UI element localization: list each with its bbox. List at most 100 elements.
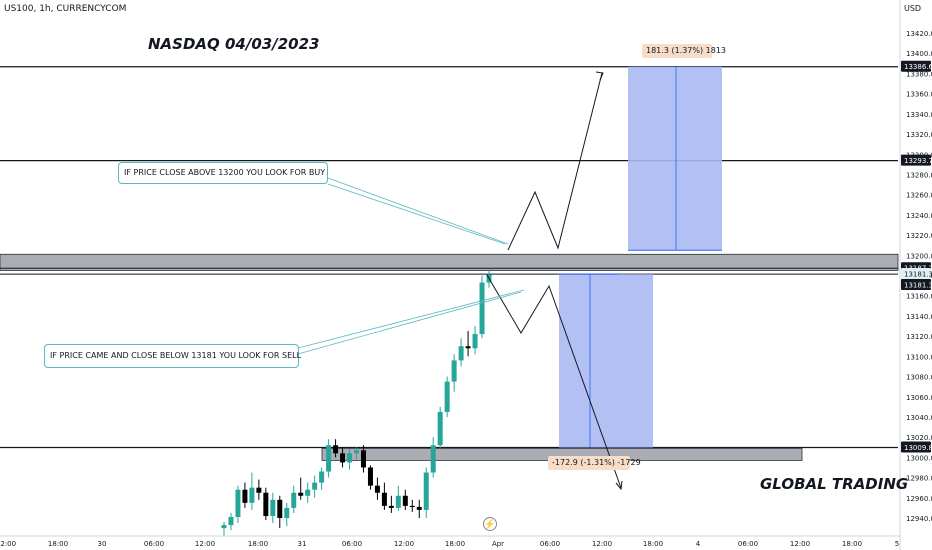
y-tick-label: 13140.0 <box>906 313 932 321</box>
y-tick-label: 13160.0 <box>906 293 932 301</box>
x-tick-label: 12:00 <box>195 540 215 548</box>
y-tick-label: 12940.0 <box>906 515 932 523</box>
price-tag-label: 13181.3 <box>904 271 932 279</box>
candle-body <box>249 487 255 503</box>
price-tag <box>901 154 931 166</box>
y-tick-label: 13060.0 <box>906 394 932 402</box>
y-tick-label: 13080.0 <box>906 374 932 382</box>
x-tick-label: 06:00 <box>144 540 164 548</box>
price-tag-label: 13386.6 <box>904 63 932 71</box>
candle-body <box>444 381 450 412</box>
candle-body <box>458 346 464 361</box>
y-tick-label: 13260.0 <box>906 192 932 200</box>
sell-callout-text: IF PRICE CAME AND CLOSE BELOW 13181 YOU … <box>50 351 302 360</box>
candle-body <box>242 489 248 503</box>
x-tick-label: 18:00 <box>48 540 68 548</box>
projection-paths <box>297 71 623 491</box>
candle-body <box>333 445 339 454</box>
candle-body <box>263 492 269 516</box>
symbol-label: US100, 1h, CURRENCYCOM <box>4 4 127 14</box>
long-target-text: 181.3 (1.37%) 1813 <box>646 46 727 55</box>
candle-body <box>472 334 478 349</box>
x-tick-label: 12:00 <box>790 540 810 548</box>
sell-projection <box>486 274 622 489</box>
candle-body <box>416 506 422 510</box>
brand-label: GLOBAL TRADING <box>760 475 909 493</box>
candle-body <box>367 467 373 486</box>
currency-label: USD <box>904 4 922 13</box>
y-tick-label: 13360.0 <box>906 91 932 99</box>
price-tag <box>901 268 931 279</box>
horizontal-levels <box>0 66 899 461</box>
x-tick-label: 06:00 <box>738 540 758 548</box>
sell-callout-pointer <box>297 289 525 349</box>
y-tick-label: 13320.0 <box>906 131 932 139</box>
candle-body <box>277 499 283 518</box>
candle-body <box>228 516 234 526</box>
candle-body <box>423 472 429 510</box>
candle-body <box>312 482 318 490</box>
y-tick-label: 13120.0 <box>906 333 932 341</box>
x-tick-label: 06:00 <box>342 540 362 548</box>
y-tick-label: 13200.0 <box>906 252 932 260</box>
candle-body <box>319 471 325 483</box>
x-tick-label: 4 <box>696 540 701 548</box>
x-tick-label: 30 <box>98 540 107 548</box>
x-tick-label: 5 <box>895 540 899 548</box>
candle-body <box>388 505 394 508</box>
candle-body <box>305 489 311 496</box>
price-tag <box>901 441 931 453</box>
y-tick-label: 13020.0 <box>906 434 932 442</box>
x-tick-label: 12:00 <box>0 540 16 548</box>
buy-callout-text: IF PRICE CLOSE ABOVE 13200 YOU LOOK FOR … <box>124 168 326 177</box>
short-box <box>559 274 653 448</box>
x-tick-label: 12:00 <box>394 540 414 548</box>
candle-body <box>347 453 353 463</box>
candle-body <box>479 282 485 335</box>
sell-callout-pointer <box>297 291 522 355</box>
candle-body <box>298 492 304 496</box>
long-target-tag: 181.3 (1.37%) 1813 <box>642 44 726 58</box>
y-tick-label: 13220.0 <box>906 232 932 240</box>
zone-0 <box>0 253 899 271</box>
x-tick-label: 31 <box>298 540 307 548</box>
candle-body <box>381 492 387 506</box>
x-tick-label: Apr <box>492 540 504 548</box>
buy-arrowhead <box>595 71 604 81</box>
x-tick-label: 06:00 <box>540 540 560 548</box>
candle-body <box>235 489 241 517</box>
candle-body <box>326 445 332 472</box>
candle-body <box>284 507 290 518</box>
x-tick-label: 18:00 <box>248 540 268 548</box>
candles <box>221 269 492 537</box>
candle-body <box>437 411 443 446</box>
x-tick-label: 18:00 <box>445 540 465 548</box>
y-tick-label: 13280.0 <box>906 171 932 179</box>
lightning-icon[interactable]: ⚡ <box>483 517 497 531</box>
candle-body <box>465 346 471 349</box>
price-tag <box>901 60 931 72</box>
time-axis: 12:00 18:00 30 06:00 12:00 18:00 31 06:00 12:00 1… <box>0 535 900 548</box>
chart-title: NASDAQ 04/03/2023 <box>148 35 320 53</box>
candle-body <box>256 487 262 493</box>
buy-callout-pointer <box>327 183 506 245</box>
y-tick-label: 13420.0 <box>906 30 932 38</box>
sell-arrowhead <box>615 480 623 491</box>
y-tick-label: 13000.0 <box>906 454 932 462</box>
target-boxes <box>559 66 722 448</box>
x-tick-label: 12:00 <box>592 540 612 548</box>
sell-callout: IF PRICE CAME AND CLOSE BELOW 13181 YOU … <box>44 344 302 368</box>
price-tag-label: 13293.7 <box>904 157 932 165</box>
candle-body <box>374 485 380 493</box>
buy-callout: IF PRICE CLOSE ABOVE 13200 YOU LOOK FOR … <box>118 162 328 184</box>
candle-body <box>395 495 401 508</box>
candle-body <box>221 525 227 529</box>
price-tag <box>901 279 931 290</box>
y-tick-label: 13240.0 <box>906 212 932 220</box>
short-target-tag: -172.9 (-1.31%) -1729 <box>548 456 641 470</box>
y-tick-label: 13380.0 <box>906 70 932 78</box>
x-tick-label: 18:00 <box>842 540 862 548</box>
y-tick-label: 13040.0 <box>906 414 932 422</box>
